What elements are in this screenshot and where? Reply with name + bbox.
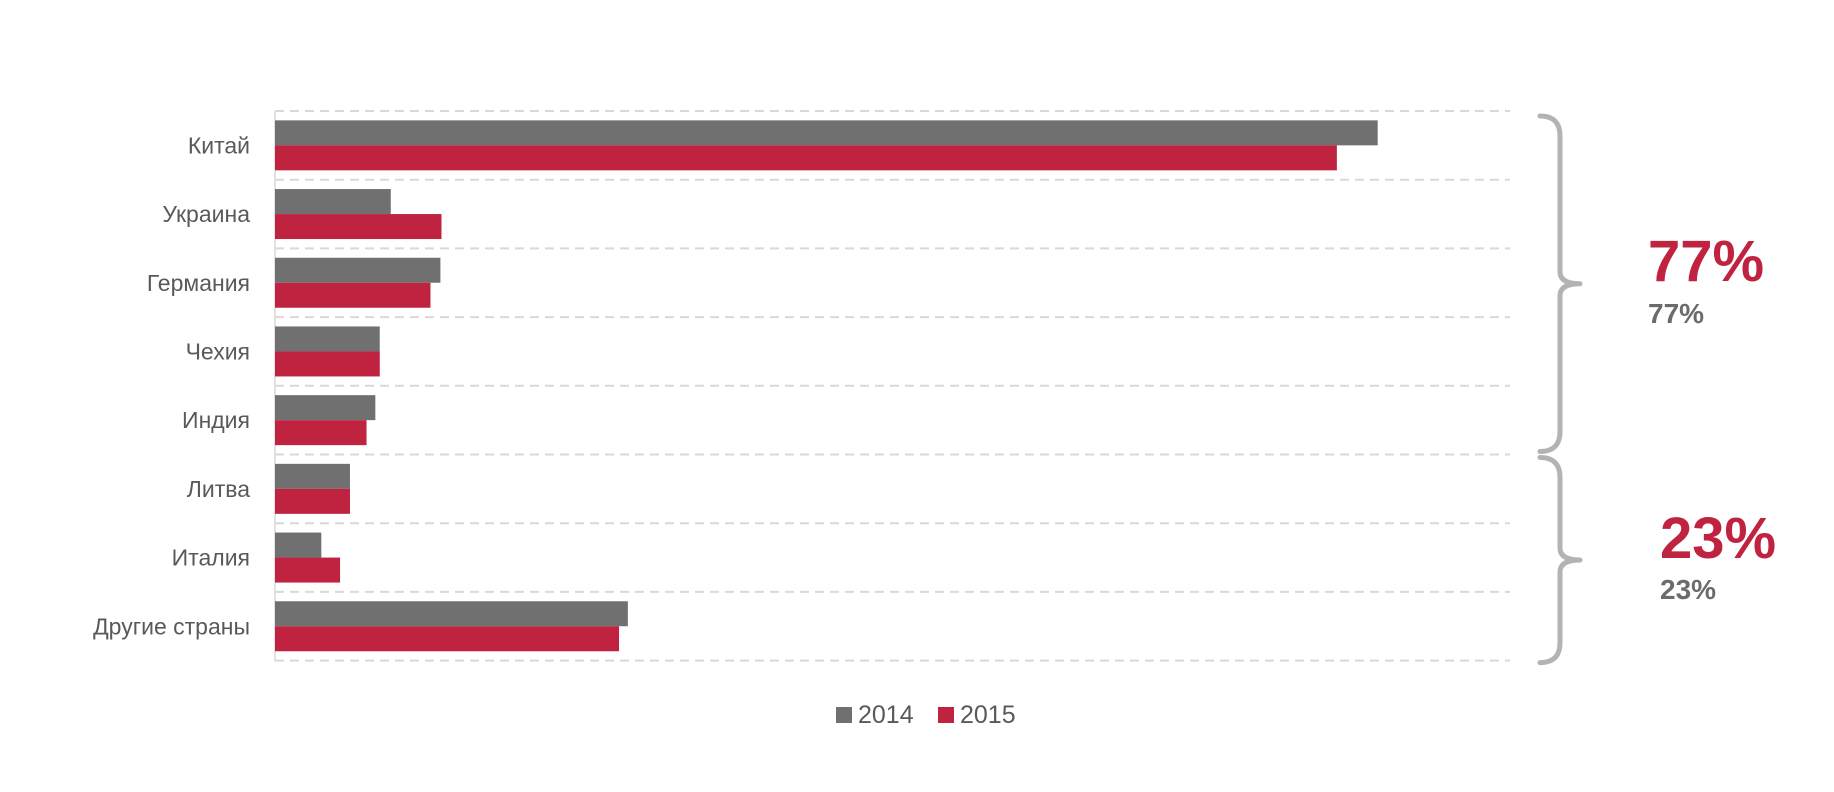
legend-label: 2014: [858, 701, 914, 729]
bar-2014: Индия 2014: 9.1: [275, 395, 376, 421]
bar-2014: Германия 2014: 15: [275, 257, 441, 283]
category-label: Литва: [187, 476, 250, 502]
group-brackets: 77% 77% 23%23%: [1537, 113, 1776, 666]
group-share-sublabel: 77%: [1648, 298, 1704, 329]
bar-2014: Китай 2014: 100: [275, 120, 1378, 146]
category-label: Другие страны: [93, 613, 250, 639]
bar-2015: Чехия 2015: 9.5: [275, 351, 380, 377]
legend-label: 2015: [960, 701, 1016, 729]
bar-2015: Германия 2015: 14.1: [275, 282, 431, 308]
bar-2014: Другие страны 2014: 32: [275, 601, 628, 627]
category-label: Германия: [147, 270, 250, 296]
bar-2015: Украина 2015: 15.1: [275, 214, 442, 240]
category-label: Китай: [188, 132, 250, 158]
bar-2015: Италия 2015: 5.9: [275, 557, 341, 583]
group-share-label: 77%: [1648, 229, 1764, 294]
category-label: Чехия: [186, 338, 250, 364]
group-share-sublabel: 23%: [1660, 574, 1716, 605]
legend-swatch: [836, 707, 852, 723]
category-label: Украина: [162, 201, 250, 227]
bar-2015: Литва 2015: 6.8: [275, 488, 350, 514]
bar-2014: Украина 2014: 10.5: [275, 189, 391, 215]
category-label: Индия: [182, 407, 250, 433]
bracket: [1537, 455, 1583, 666]
bar-2014: Италия 2014: 4.2: [275, 532, 322, 558]
bar-2014: Литва 2014: 6.8: [275, 463, 350, 489]
bar-2015: Другие страны 2015: 31.2: [275, 626, 620, 652]
bar-2015: Индия 2015: 8.3: [275, 420, 367, 446]
bars: Китай 2014: 100Китай 2015: 96.3 Украина 2…: [275, 120, 1378, 652]
gridlines: [275, 110, 1510, 662]
bar-2014: Чехия 2014: 9.5: [275, 326, 380, 352]
category-labels: Китай Украина Германия Чехия Индия Литва Итали…: [93, 132, 250, 639]
legend-swatch: [938, 707, 954, 723]
legend: 2014 2015: [836, 701, 1016, 729]
group-share-label: 23%: [1660, 506, 1776, 571]
category-label: Италия: [172, 545, 250, 571]
bar-2015: Китай 2015: 96.3: [275, 145, 1337, 171]
bracket: [1537, 113, 1583, 454]
